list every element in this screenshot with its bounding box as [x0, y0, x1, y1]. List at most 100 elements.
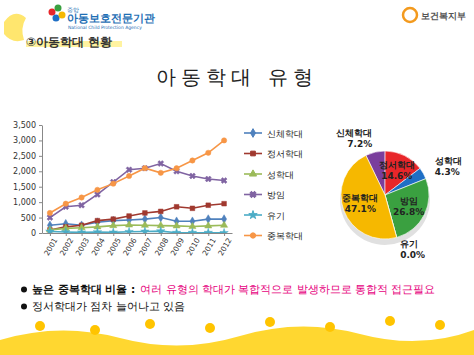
- tick-label: 2010: [185, 236, 202, 257]
- series-marker: [190, 206, 195, 211]
- slide-title: 아동학대 유형: [156, 65, 317, 89]
- series-marker: [93, 228, 101, 233]
- series-marker: [158, 170, 163, 175]
- legend-marker: [251, 151, 256, 156]
- legend-marker: [250, 233, 255, 238]
- decor-head: [325, 322, 335, 332]
- series-marker: [125, 165, 134, 174]
- tick-mark: [82, 233, 83, 236]
- legend-label: 유기: [267, 211, 285, 221]
- series-marker: [222, 201, 227, 206]
- series-marker: [173, 222, 180, 228]
- tick: 1,500: [13, 183, 42, 192]
- legend-label: 신체학대: [267, 129, 303, 139]
- tick: 2,000: [13, 167, 42, 176]
- series-marker: [109, 228, 117, 233]
- tick-mark: [192, 233, 193, 236]
- decor-head: [435, 320, 445, 330]
- tick-label: 1,000: [13, 198, 36, 207]
- legend-item: 신체학대: [244, 129, 303, 139]
- decor-head: [35, 321, 45, 331]
- logo-icon: [55, 5, 62, 12]
- series-marker: [204, 175, 213, 184]
- org-en: National Child Protection Agency: [68, 25, 142, 30]
- series-marker: [63, 201, 68, 206]
- series-marker: [111, 181, 116, 186]
- tick-mark: [39, 140, 42, 141]
- series-marker: [158, 209, 163, 214]
- tick: 500: [21, 214, 42, 223]
- tick-mark: [39, 187, 42, 188]
- ministry-icon: [403, 8, 417, 22]
- tick-label: 2005: [105, 236, 122, 257]
- data-label-name: 정서학대: [379, 160, 415, 170]
- header: 중앙아동보호전문기관National Child Protection Agen…: [26, 5, 466, 90]
- tick-label: 2004: [90, 236, 107, 257]
- tick: 2012: [216, 233, 233, 257]
- legend-marker: [249, 170, 256, 176]
- series-marker: [221, 138, 226, 143]
- tick-label: 2006: [121, 236, 138, 257]
- tick: 2009: [169, 233, 186, 257]
- series-marker: [142, 166, 147, 171]
- series-marker: [157, 227, 165, 233]
- tick-label: 2003: [74, 236, 91, 257]
- series-marker: [172, 228, 180, 233]
- tick: 2003: [74, 233, 91, 257]
- series-marker: [204, 228, 212, 233]
- data-label-name: 방임: [400, 196, 418, 206]
- series-marker: [158, 213, 163, 222]
- tick: 2010: [185, 233, 202, 257]
- series-marker: [220, 228, 228, 233]
- series-line: [50, 231, 224, 233]
- bullet-text: 정서학대가 점차 늘어나고 있음: [32, 300, 185, 312]
- series-marker: [77, 228, 85, 233]
- legend-marker: [249, 211, 257, 219]
- tick-mark: [145, 233, 146, 236]
- decor-head: [385, 316, 395, 326]
- series-marker: [188, 228, 196, 233]
- data-label-value: 26.8%: [393, 207, 424, 217]
- data-label-name: 유기: [400, 239, 418, 249]
- tick: 3,000: [13, 136, 42, 145]
- tick-mark: [39, 218, 42, 219]
- tick: 1,000: [13, 198, 42, 207]
- series-line: [50, 218, 224, 226]
- bullet-text: 높은 중복학대 비율 :여러 유형의 학대가 복합적으로 발생하므로 통합적 접…: [32, 283, 435, 295]
- series-marker: [77, 201, 86, 210]
- data-label-value: 47.1%: [345, 204, 376, 214]
- series-marker: [174, 204, 179, 209]
- tick-label: 3,500: [13, 121, 36, 130]
- decoration: [0, 0, 474, 355]
- series-marker: [140, 164, 149, 173]
- section-title: ③아동학대 현황: [26, 35, 112, 49]
- tick-mark: [66, 233, 67, 236]
- series-marker: [174, 166, 179, 171]
- slide: 중앙아동보호전문기관National Child Protection Agen…: [0, 0, 474, 355]
- series-marker: [127, 214, 132, 219]
- tick-mark: [224, 233, 225, 236]
- series-marker: [220, 176, 229, 185]
- data-label-value: 14.6%: [381, 171, 412, 181]
- legend-item: 유기: [244, 211, 285, 221]
- y-axis: 05001,0001,5002,0002,5003,0003,500: [13, 121, 42, 238]
- data-label-value: 7.2%: [347, 139, 372, 149]
- legend-label: 방임: [267, 190, 285, 200]
- bullet-body: 정서학대가 점차 늘어나고 있음: [32, 300, 185, 312]
- bullet-lead: 높은 중복학대 비율 :: [32, 283, 135, 295]
- legend-item: 중복학대: [244, 231, 303, 241]
- tick-label: 1,500: [13, 183, 36, 192]
- tick: 2007: [137, 233, 154, 257]
- background: [0, 0, 474, 355]
- tick-label: 2002: [58, 236, 75, 257]
- decor-head: [265, 317, 275, 327]
- series-marker: [111, 217, 116, 222]
- series-line: [50, 204, 224, 230]
- legend-item: 성학대: [244, 170, 294, 180]
- tick: 3,500: [13, 121, 42, 130]
- tick-label: 2008: [153, 236, 170, 257]
- decor-wave: [0, 326, 474, 355]
- tick: 2008: [153, 233, 170, 257]
- tick-label: 2,500: [13, 152, 36, 161]
- org-name: 아동보호전문기관: [67, 12, 155, 25]
